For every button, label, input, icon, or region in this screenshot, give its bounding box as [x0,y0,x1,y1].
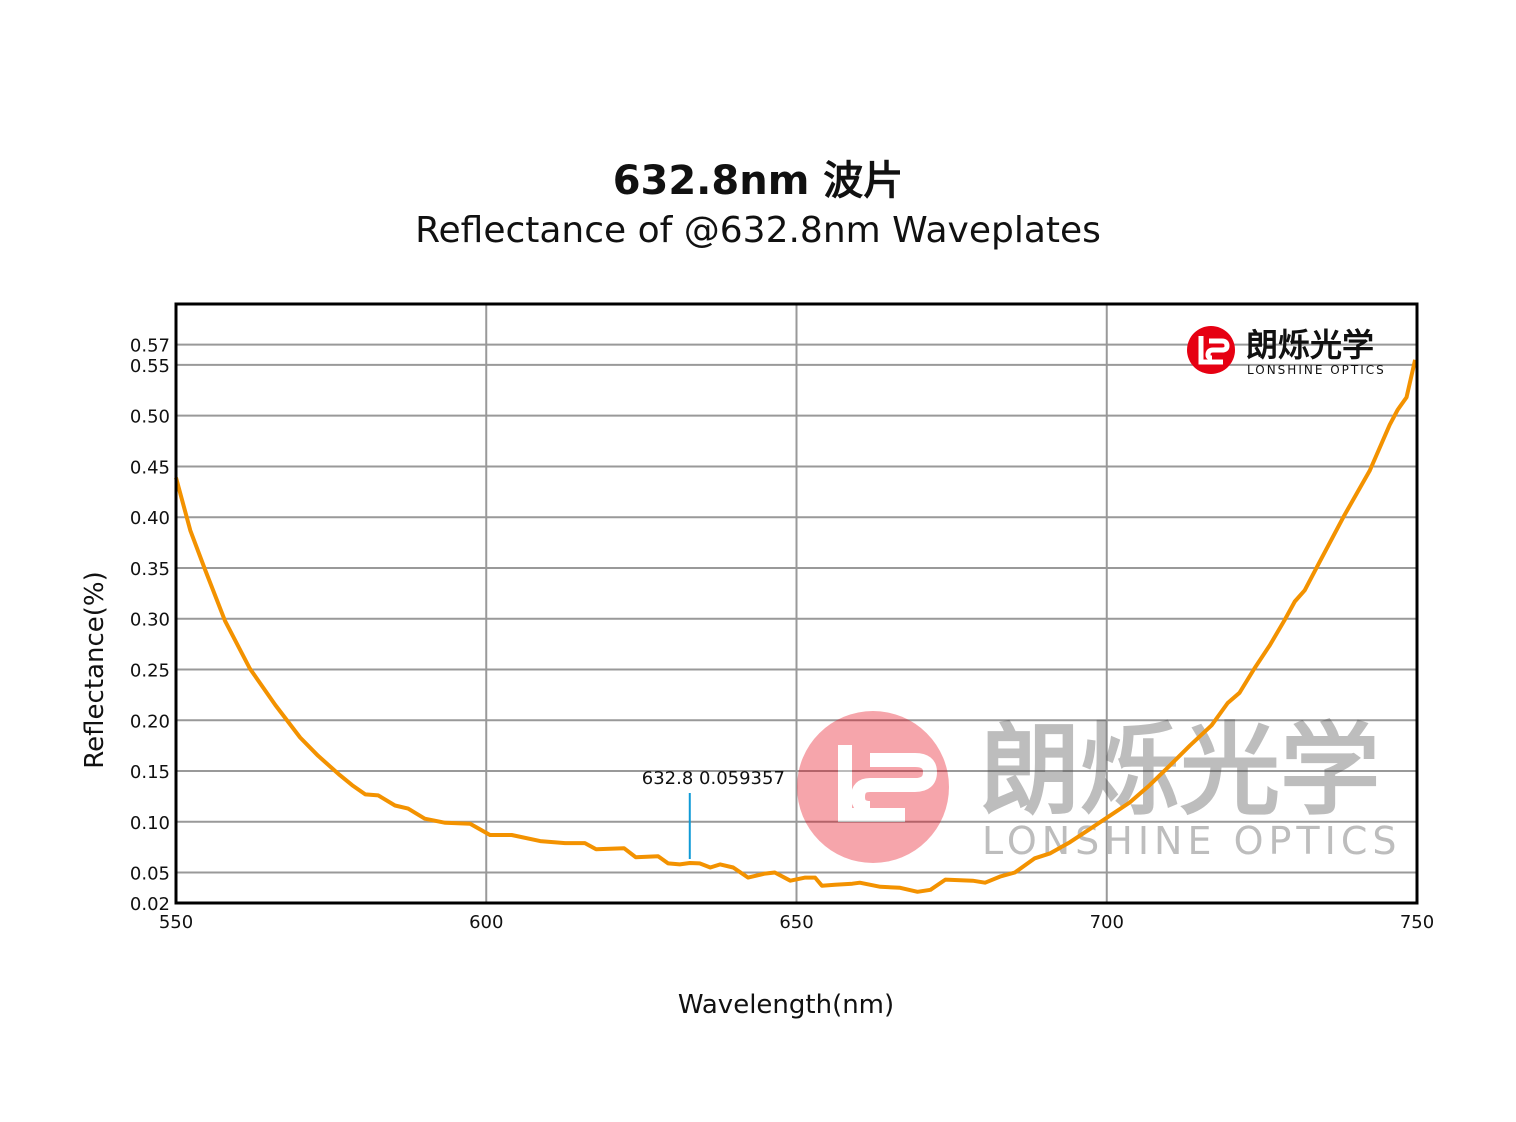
x-tick-label: 550 [159,912,193,933]
y-axis-label: Reflectance(%) [80,571,110,768]
reflectance-line [174,359,1418,894]
y-tick-label: 0.35 [130,559,170,580]
y-tick-label: 0.15 [130,762,170,783]
y-tick-label: 0.20 [130,711,170,732]
y-tick-label: 0.02 [130,894,170,915]
y-tick-label: 0.10 [130,813,170,834]
logo: 朗烁光学 LONSHINE OPTICS [1187,326,1386,377]
y-tick-label: 0.40 [130,508,170,529]
logo-cn: 朗烁光学 [1246,326,1374,364]
logo-en: LONSHINE OPTICS [1247,363,1386,377]
y-tick-label: 0.57 [130,336,170,357]
y-tick-label: 0.45 [130,457,170,478]
x-tick-label: 750 [1400,912,1434,933]
x-tick-label: 600 [469,912,503,933]
x-axis-label: Wavelength(nm) [678,990,894,1020]
y-tick-label: 0.30 [130,610,170,631]
x-tick-label: 700 [1090,912,1124,933]
annotation-label: 632.8 0.059357 [642,768,785,789]
y-tick-label: 0.50 [130,407,170,428]
y-tick-label: 0.55 [130,356,170,377]
x-tick-label: 650 [779,912,813,933]
watermark-logo-icon [797,711,949,863]
y-tick-label: 0.05 [130,864,170,885]
plot-frame [174,302,1419,905]
chart-subtitle: Reflectance of @632.8nm Waveplates [415,210,1101,251]
ticks: 550 600 650 700 750 0.02 0.05 0.10 0.15 0.20 0.25 0… [130,336,1434,933]
y-tick-label: 0.25 [130,660,170,681]
watermark-en: LONSHINE OPTICS [982,819,1401,863]
chart-title: 632.8nm 波片 [612,158,904,204]
watermark-cn: 朗烁光学 [980,712,1380,829]
watermark: 朗烁光学 LONSHINE OPTICS [797,711,1401,863]
